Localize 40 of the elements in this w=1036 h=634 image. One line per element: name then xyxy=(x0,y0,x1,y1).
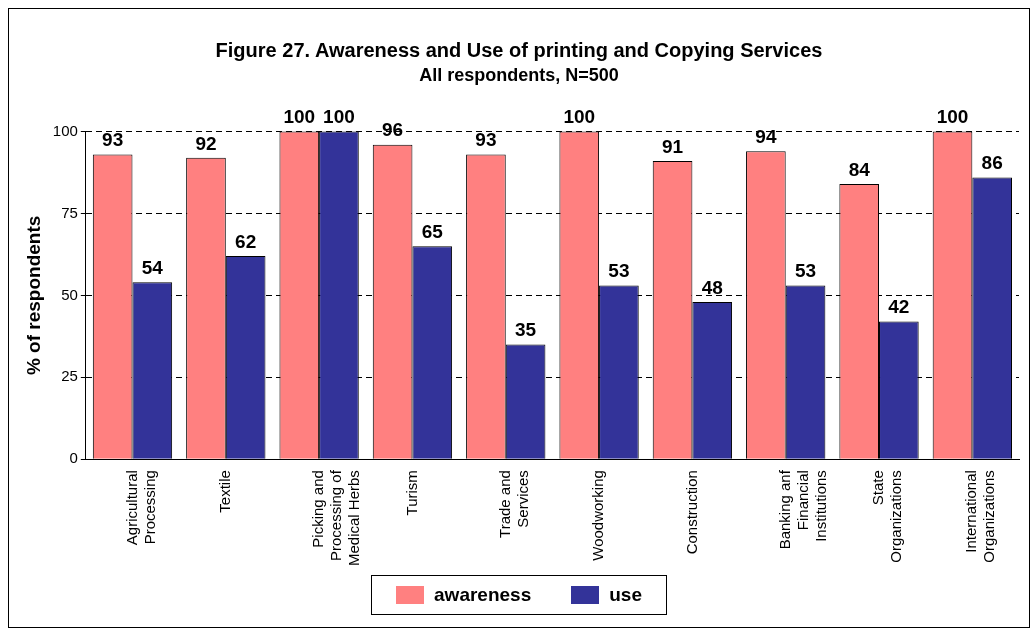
y-axis-title: % of respondents xyxy=(22,215,44,376)
data-label: 86 xyxy=(981,152,1003,174)
y-tick-label: 75 xyxy=(61,203,78,221)
x-tick-label: State Organizations xyxy=(869,470,905,563)
y-tick-label: 0 xyxy=(69,449,78,467)
data-label: 35 xyxy=(515,319,537,341)
x-tick-label: Picking and Processing of Medical Herbs xyxy=(309,469,363,567)
legend-label: use xyxy=(609,584,642,606)
y-tick-label: 100 xyxy=(52,121,78,139)
y-tick-label: 25 xyxy=(61,367,78,385)
data-label: 93 xyxy=(475,129,497,151)
x-tick-label: Construction xyxy=(682,470,700,555)
data-label: 100 xyxy=(563,106,596,128)
data-label: 65 xyxy=(421,220,444,242)
data-label: 53 xyxy=(608,260,630,282)
chart-title: Figure 27. Awareness and Use of printing and Copying Services xyxy=(215,38,823,61)
x-tick-label: Turism xyxy=(402,470,420,516)
x-tick-label: Banking anf Financial Institutions xyxy=(775,469,829,550)
x-tick-label: Woodworking xyxy=(589,470,607,561)
data-label: 93 xyxy=(102,129,124,151)
chart-subtitle: All respondents, N=500 xyxy=(419,64,619,85)
x-tick-label: Trade and Services xyxy=(495,470,531,538)
data-label: 94 xyxy=(755,125,777,147)
legend-label: awareness xyxy=(434,584,532,606)
data-label: 92 xyxy=(195,132,217,154)
y-tick-label: 50 xyxy=(61,285,78,303)
data-label: 53 xyxy=(794,260,817,282)
data-label: 100 xyxy=(936,106,969,128)
data-label: 91 xyxy=(661,135,684,157)
data-label: 100 xyxy=(283,106,316,128)
x-tick-label: Agricultural Processing xyxy=(122,470,158,546)
data-label: 96 xyxy=(382,119,404,141)
data-label: 62 xyxy=(235,230,257,252)
x-tick-label: International Organizations xyxy=(962,470,998,563)
data-label: 54 xyxy=(141,257,164,278)
data-label: 48 xyxy=(701,276,723,298)
data-label: 84 xyxy=(848,158,871,180)
data-label: 42 xyxy=(888,296,910,318)
x-tick-label: Textile xyxy=(215,470,233,513)
data-label: 100 xyxy=(323,106,355,128)
